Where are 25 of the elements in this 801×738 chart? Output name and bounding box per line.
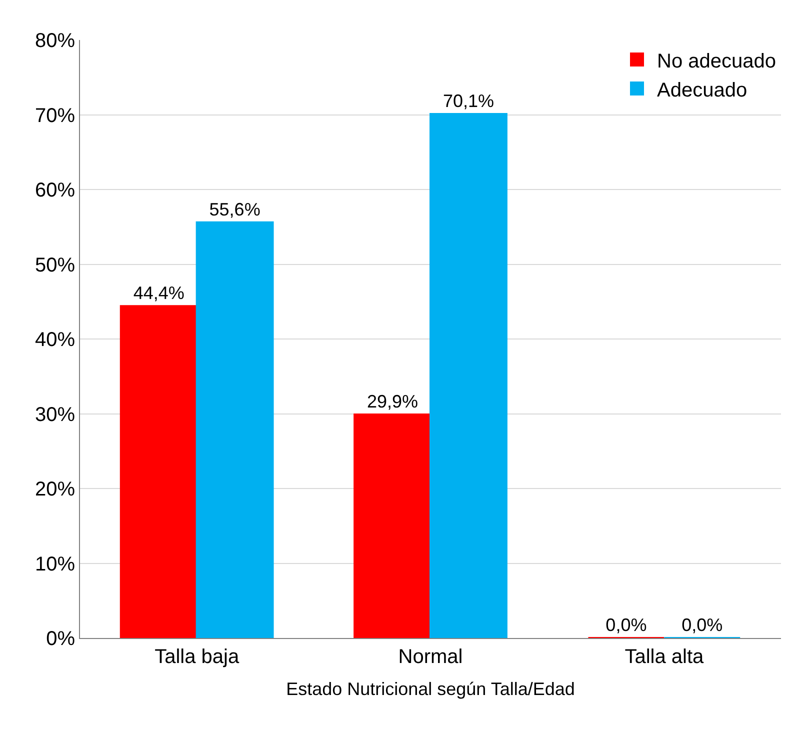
data-label: 29,9%: [367, 392, 418, 412]
legend-label: Adecuado: [657, 79, 748, 102]
data-label: 55,6%: [209, 199, 260, 220]
x-axis-title: Estado Nutricional según Talla/Edad: [286, 679, 575, 700]
x-tick-label: Talla baja: [154, 646, 240, 668]
y-tick-label: 0%: [46, 628, 76, 650]
bar: [120, 305, 198, 638]
y-tick-label: 30%: [34, 404, 76, 426]
y-tick-label: 80%: [34, 30, 76, 52]
data-label: 70,1%: [442, 91, 494, 111]
data-label: 44,4%: [133, 283, 184, 304]
x-tick-label: Talla alta: [624, 646, 705, 668]
y-tick-label: 60%: [34, 180, 76, 202]
bar: [354, 414, 432, 638]
y-tick-label: 40%: [34, 329, 76, 351]
y-tick-label: 10%: [34, 553, 76, 576]
data-label: 0,0%: [606, 615, 647, 635]
legend-label: No adecuado: [657, 50, 776, 72]
y-tick-label: 20%: [34, 478, 76, 500]
bar: [196, 221, 274, 638]
y-tick-label: 70%: [34, 104, 76, 127]
y-tick-label: 50%: [34, 254, 76, 276]
bar: [430, 113, 508, 638]
x-tick-label: Normal: [398, 646, 463, 668]
data-label: 0,0%: [682, 615, 723, 635]
